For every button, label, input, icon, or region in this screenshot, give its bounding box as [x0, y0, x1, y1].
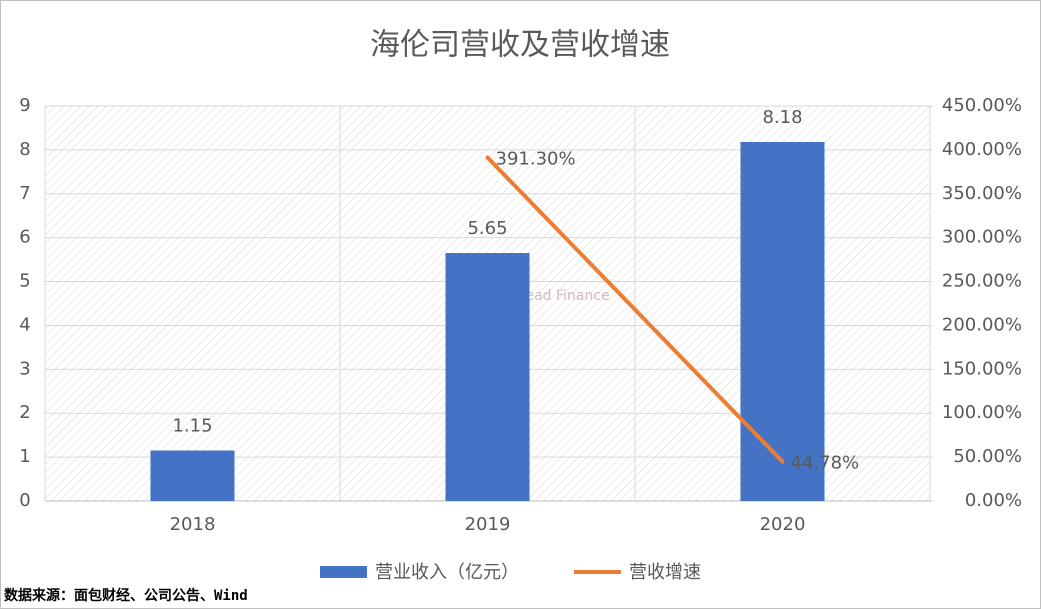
line-value-label: 44.78%: [791, 453, 860, 474]
bar-value-label: 1.15: [172, 416, 212, 437]
y2-tick-label: 0.00%: [965, 490, 1022, 511]
line-value-label: 391.30%: [496, 149, 576, 170]
x-tick-label: 2020: [760, 514, 806, 535]
y2-tick-label: 350.00%: [942, 183, 1022, 204]
bar-value-label: 5.65: [467, 218, 507, 239]
bar: [740, 141, 825, 501]
y-tick-label: 5: [19, 271, 30, 292]
y2-tick-label: 300.00%: [942, 227, 1022, 248]
y2-tick-label: 200.00%: [942, 314, 1022, 335]
y-tick-label: 1: [19, 446, 30, 467]
legend-label: 营业收入（亿元）: [375, 562, 519, 583]
y2-tick-label: 100.00%: [942, 402, 1022, 423]
y-tick-label: 2: [19, 402, 30, 423]
y-tick-label: 3: [19, 358, 30, 379]
y2-tick-label: 150.00%: [942, 358, 1022, 379]
y-tick-label: 6: [19, 227, 30, 248]
y-tick-label: 9: [19, 95, 30, 116]
line: [485, 155, 785, 464]
watermark: Bread Finance: [510, 288, 609, 304]
y-tick-label: 4: [19, 314, 30, 335]
y-tick-label: 8: [19, 139, 30, 160]
y2-tick-label: 450.00%: [942, 95, 1022, 116]
y-tick-label: 0: [19, 490, 30, 511]
chart-title: 海伦司营收及营收增速: [370, 28, 670, 63]
bar-value-label: 8.18: [762, 107, 802, 128]
y2-tick-label: 50.00%: [953, 446, 1022, 467]
y-tick-label: 7: [19, 183, 30, 204]
y2-tick-label: 400.00%: [942, 139, 1022, 160]
y2-tick-label: 250.00%: [942, 271, 1022, 292]
x-tick-label: 2018: [170, 514, 216, 535]
legend-swatch: [320, 566, 367, 578]
bar: [445, 253, 530, 501]
x-tick-label: 2019: [465, 514, 511, 535]
legend-label: 营收增速: [629, 562, 701, 583]
bar: [150, 450, 235, 501]
source-note: 数据来源：面包财经、公司公告、Wind: [4, 587, 248, 604]
